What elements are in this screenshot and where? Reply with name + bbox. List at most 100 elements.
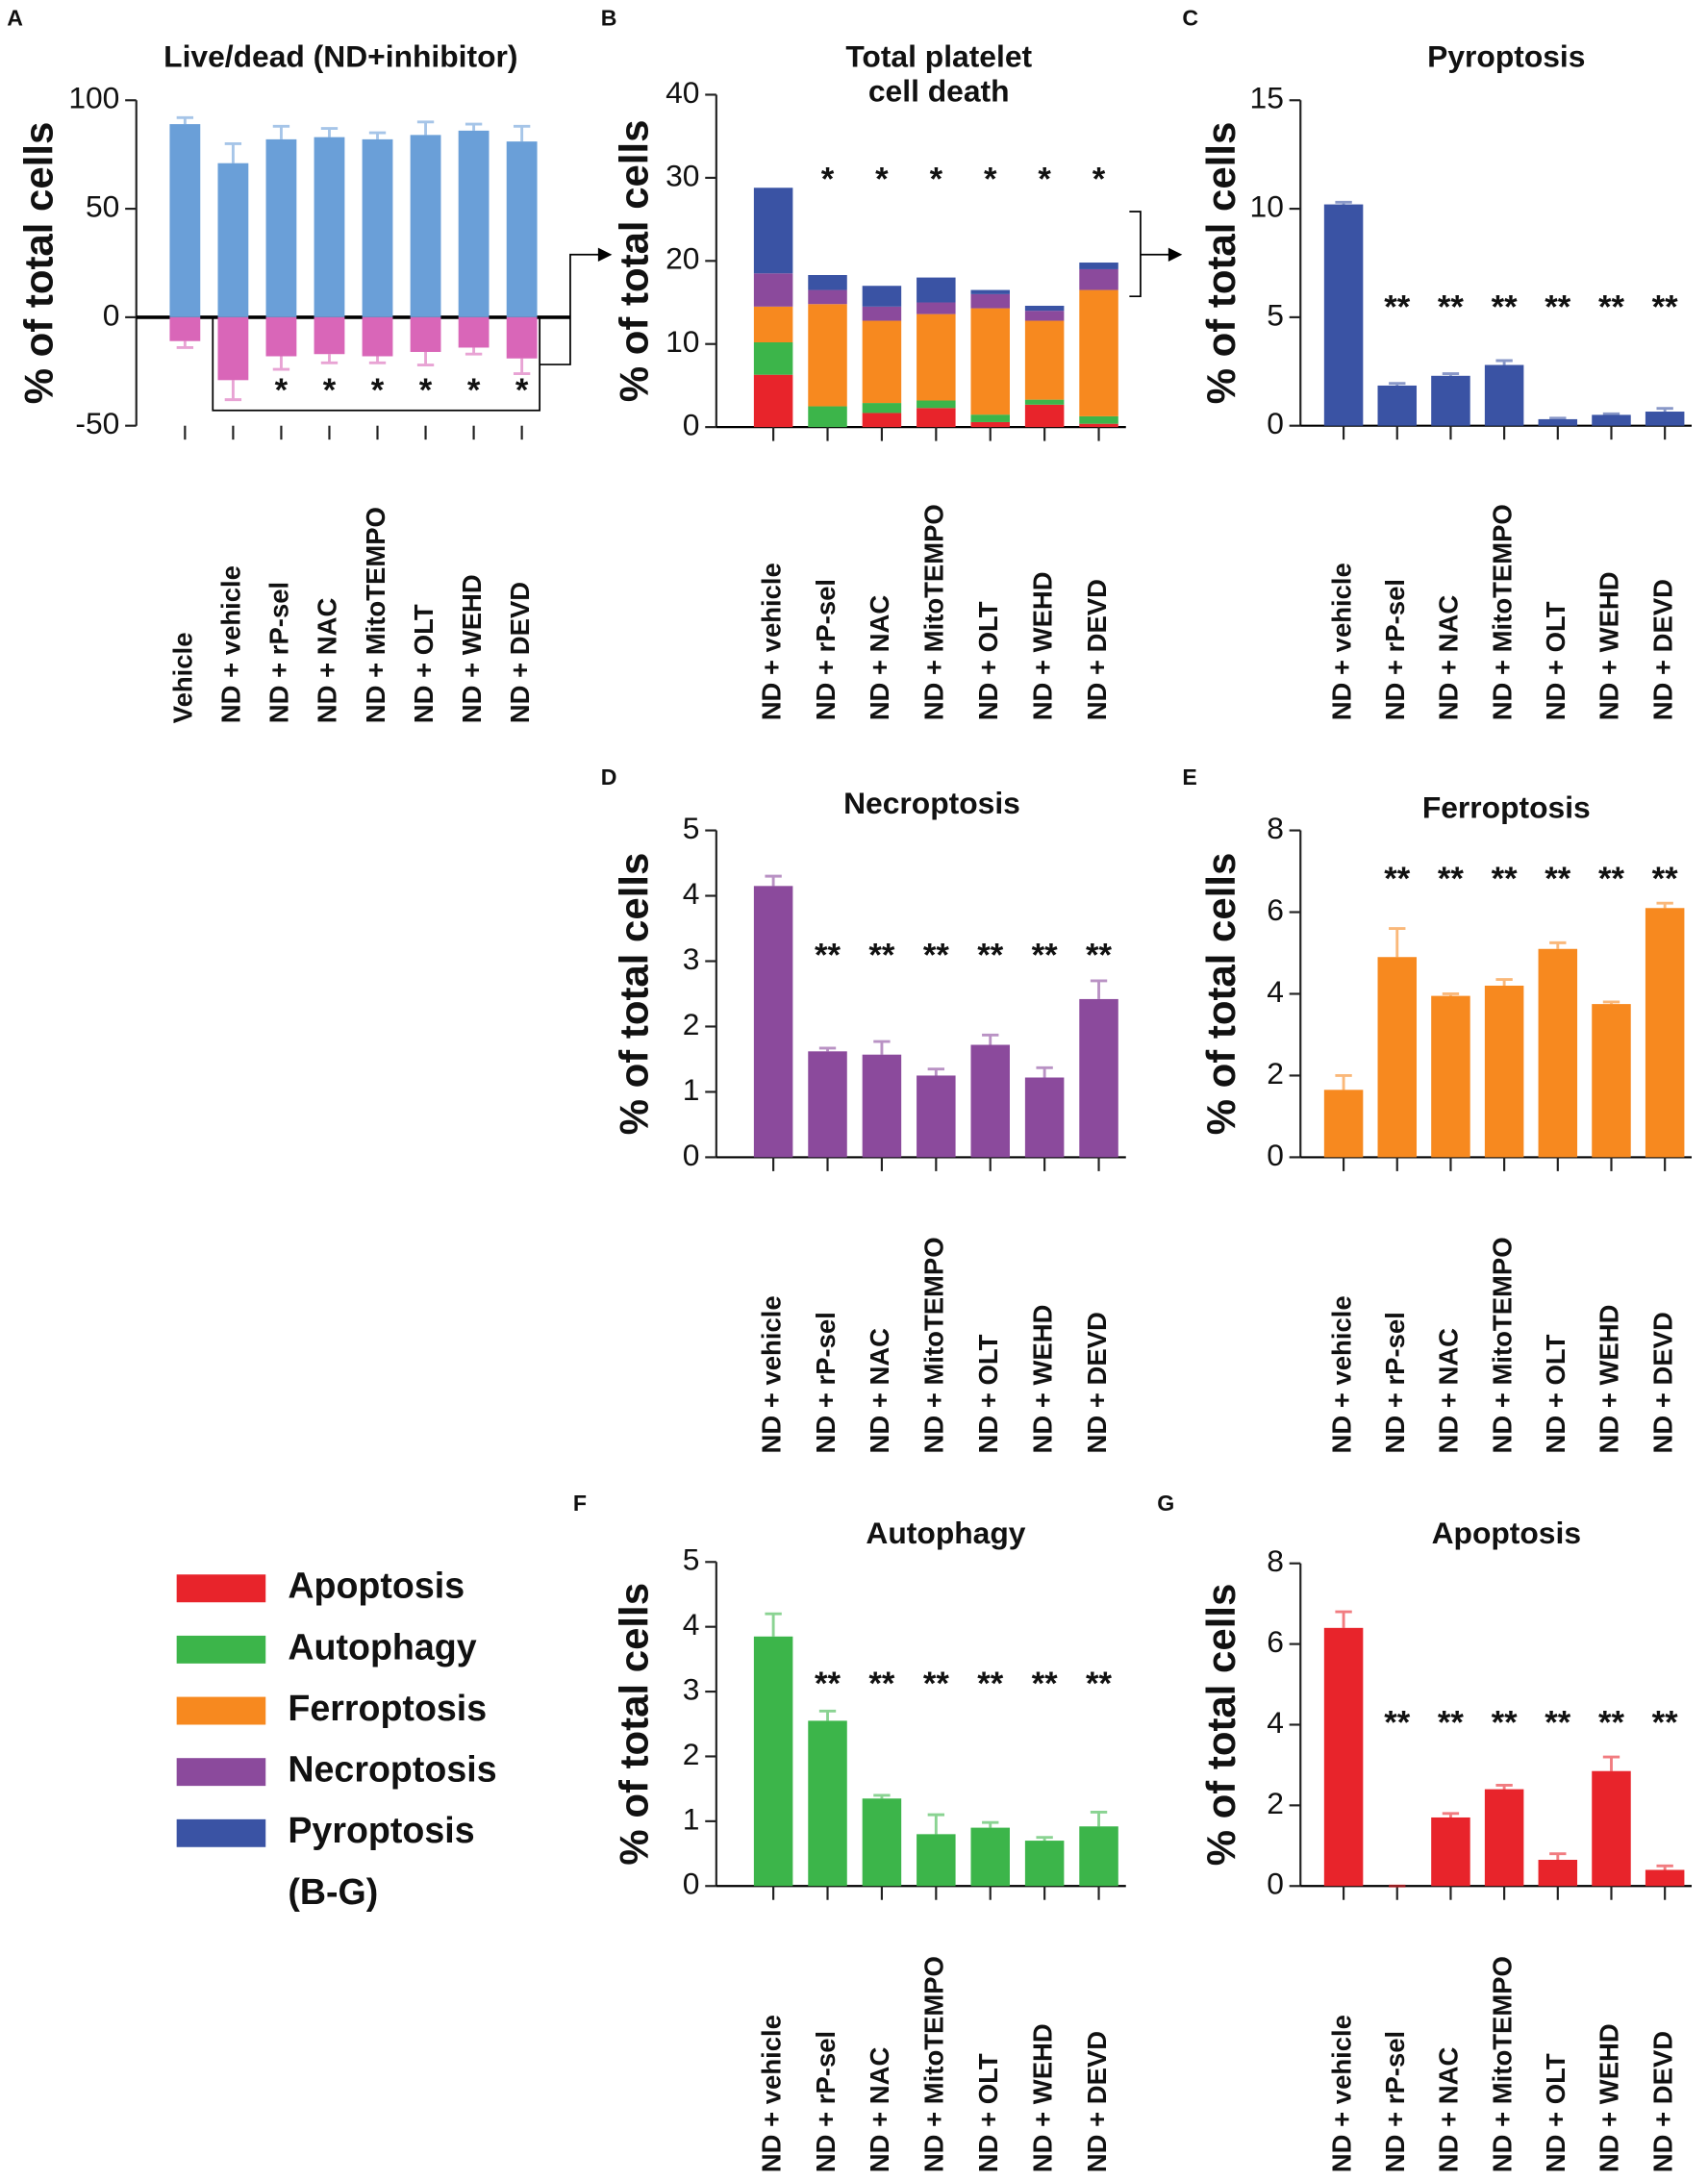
x-tick-label: ND + DEVD (1647, 579, 1677, 720)
legend-swatch (176, 1818, 266, 1847)
bar (362, 138, 393, 317)
error-bar (465, 347, 483, 356)
significance: * (515, 372, 529, 409)
x-tick-label: ND + MitoTEMPO (1487, 1237, 1517, 1453)
bar (1024, 1077, 1065, 1158)
bar (1079, 998, 1118, 1158)
y-tick-label: 2 (683, 1007, 700, 1041)
bar (1024, 1841, 1065, 1887)
legend-swatch (176, 1635, 266, 1664)
error-bar (1389, 382, 1406, 386)
bar (1323, 1627, 1364, 1887)
y-tick-label: 0 (1267, 1138, 1284, 1172)
significance: ** (1032, 937, 1059, 973)
bar (753, 1636, 793, 1887)
y-axis-label: % of total cells (1198, 853, 1243, 1136)
error-bar (765, 874, 782, 887)
significance: ** (1384, 1705, 1411, 1742)
error-bar (176, 340, 194, 349)
bar (506, 316, 538, 359)
x-tick-label: ND + DEVD (1647, 1312, 1677, 1453)
error-bar (272, 124, 290, 139)
significance: * (930, 161, 943, 197)
x-tick-label: ND + OLT (1541, 601, 1570, 720)
bar-segment (1024, 399, 1065, 405)
bar (217, 316, 249, 381)
chart-title: Live/dead (ND+inhibitor) (163, 38, 517, 73)
error-bar (465, 122, 483, 131)
arrow-head (597, 247, 613, 263)
significance: ** (977, 1666, 1004, 1702)
error-bar (1602, 1755, 1620, 1771)
significance: ** (1598, 861, 1625, 897)
x-tick-label: ND + vehicle (216, 565, 246, 723)
significance: ** (1652, 288, 1679, 325)
y-tick-label: 4 (683, 1607, 700, 1642)
y-tick-label: 0 (683, 1867, 700, 1901)
chart-title: Necroptosis (843, 786, 1020, 820)
bar (970, 1044, 1010, 1158)
bar (1431, 375, 1470, 426)
x-tick-label: ND + NAC (865, 595, 894, 721)
significance: ** (1492, 861, 1519, 897)
y-tick-label: 30 (666, 158, 699, 192)
x-tick-label: ND + MitoTEMPO (919, 504, 949, 720)
legend-label: Pyroptosis (288, 1810, 474, 1850)
y-tick-label: 3 (683, 941, 700, 976)
significance: * (821, 161, 835, 197)
bar-segment (1079, 423, 1118, 428)
x-tick-label: ND + DEVD (1082, 579, 1112, 720)
error-bar (176, 115, 194, 125)
error-bar (982, 1820, 999, 1828)
error-bar (272, 356, 290, 371)
x-tick-label: ND + NAC (865, 1328, 894, 1454)
x-tick-label: ND + WEHD (1027, 1305, 1057, 1454)
error-bar (1442, 992, 1460, 996)
bracket (1129, 211, 1142, 298)
panel-letter: E (1182, 765, 1196, 790)
bar-segment (970, 289, 1010, 294)
x-tick-label: ND + NAC (1434, 2047, 1464, 2173)
error-bar (1656, 1864, 1673, 1870)
significance: * (875, 161, 889, 197)
bar (458, 130, 490, 317)
x-tick-label: ND + WEHD (1027, 2023, 1057, 2172)
error-bar (927, 1067, 945, 1076)
y-tick-label: 10 (1250, 188, 1284, 223)
bar (506, 141, 538, 317)
significance: * (419, 372, 433, 409)
error-bar (818, 1709, 837, 1721)
bar-segment (753, 374, 793, 428)
error-bar (1442, 372, 1460, 376)
bar-segment (970, 293, 1010, 309)
significance: ** (1545, 288, 1571, 325)
bar (169, 316, 201, 341)
significance: ** (868, 937, 895, 973)
y-tick-label: 40 (666, 75, 699, 110)
error-bar (1335, 200, 1352, 205)
bar (1431, 1817, 1470, 1887)
chart-title: cell death (868, 73, 1010, 108)
bar (1645, 412, 1685, 426)
connector-arrow (540, 253, 610, 365)
error-bar (765, 1612, 782, 1637)
significance: * (467, 372, 481, 409)
panel-letter: B (601, 5, 617, 30)
x-tick-label: ND + MitoTEMPO (1487, 504, 1517, 720)
significance: ** (1545, 1705, 1571, 1742)
significance: ** (1384, 861, 1411, 897)
x-tick-label: ND + OLT (973, 2053, 1003, 2172)
bar (410, 316, 441, 352)
x-tick-label: ND + WEHD (457, 574, 487, 723)
significance: ** (1598, 288, 1625, 325)
significance: ** (1492, 1705, 1519, 1742)
bar (458, 316, 490, 348)
bar-segment (862, 320, 902, 404)
bar-segment (970, 308, 1010, 415)
error-bar (982, 1033, 999, 1045)
significance: * (323, 372, 337, 409)
x-tick-label: ND + OLT (973, 1334, 1003, 1453)
bar-segment (862, 413, 902, 428)
significance: ** (923, 937, 950, 973)
significance: ** (1438, 288, 1465, 325)
